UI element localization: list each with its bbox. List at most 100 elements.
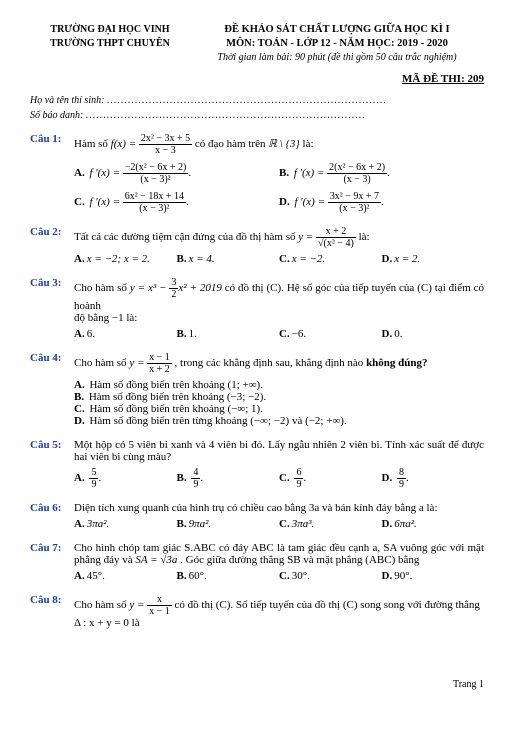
q2-C: C.x = −2. xyxy=(279,253,382,265)
school-name: TRƯỜNG THPT CHUYÊN xyxy=(30,38,190,49)
q6-C: C.3πa³. xyxy=(279,518,382,530)
q1-A-lhs: f '(x) = xyxy=(89,167,120,179)
q1-label: Câu 1: xyxy=(30,133,74,214)
q3-body: Cho hàm số y = x³ − 32x² + 2019 có đồ th… xyxy=(74,277,484,340)
q8-frac: x x − 1 xyxy=(147,594,172,617)
q5-An: 5 xyxy=(89,467,98,479)
q6-B: B.9πa². xyxy=(177,518,280,530)
q3-D: D.0. xyxy=(382,328,485,340)
q8-stem-b: có đồ thị (C). Số tiếp tuyến của đồ thị … xyxy=(175,599,480,611)
q2-body: Tất cả các đường tiệm cận đứng của đồ th… xyxy=(74,226,484,265)
q2-C-t: x = −2. xyxy=(292,253,325,265)
question-1: Câu 1: Hàm số f(x) = 2x² − 3x + 5 x − 3 … xyxy=(30,133,484,214)
q1-B: B. f '(x) = 2(x² − 6x + 2) (x − 3) . xyxy=(279,162,484,185)
q4-label: Câu 4: xyxy=(30,352,74,427)
q4-A: A. Hàm số đồng biến trên khoảng (1; +∞). xyxy=(74,379,484,391)
q3-B: B.1. xyxy=(177,328,280,340)
q1-B-lhs: f '(x) = xyxy=(294,167,325,179)
time-note: Thời gian làm bài: 90 phút (đề thi gồm 5… xyxy=(190,52,484,63)
q7-B: B.60°. xyxy=(177,570,280,582)
q4-stem-a: Cho hàm số xyxy=(74,357,129,369)
q3-stem-c: độ bằng −1 là: xyxy=(74,312,484,324)
q2-D: D.x = 2. xyxy=(382,253,485,265)
q5-label: Câu 5: xyxy=(30,439,74,490)
q3-y-b: x² + 2019 xyxy=(178,282,221,294)
q5-Bd: 9 xyxy=(191,479,200,490)
q2-A: A.x = −2; x = 2. xyxy=(74,253,177,265)
q4-frac: x − 1 x + 2 xyxy=(147,352,172,375)
q1-C-l: C. xyxy=(74,196,85,208)
q1-A-l: A. xyxy=(74,167,85,179)
q5-Cd: 9 xyxy=(294,479,303,490)
q1-A-d: (x − 3)² xyxy=(123,174,189,185)
q1-B-frac: 2(x² − 6x + 2) (x − 3) xyxy=(327,162,387,185)
q3-label: Câu 3: xyxy=(30,277,74,340)
q4-d: x + 2 xyxy=(147,364,172,375)
q7-Ct: 30°. xyxy=(292,570,310,582)
q6-At: 3πa². xyxy=(87,518,110,530)
q1-B-n: 2(x² − 6x + 2) xyxy=(327,162,387,174)
q3-C: C.−6. xyxy=(279,328,382,340)
q5-A: A. 59. xyxy=(74,467,177,490)
q7-D: D.90°. xyxy=(382,570,485,582)
q1-B-l: B. xyxy=(279,167,289,179)
q1-A-frac: −2(x² − 6x + 2) (x − 3)² xyxy=(123,162,189,185)
q1-set: ℝ \ {3} xyxy=(268,138,300,150)
q5-B: B. 49. xyxy=(177,467,280,490)
q2-B: B.x = 4. xyxy=(177,253,280,265)
exam-page: TRƯỜNG ĐẠI HỌC VINH TRƯỜNG THPT CHUYÊN Đ… xyxy=(0,0,514,700)
q1-D-n: 3x² − 9x + 7 xyxy=(328,191,381,203)
question-7: Câu 7: Cho hình chóp tam giác S.ABC có đ… xyxy=(30,542,484,582)
q2-label: Câu 2: xyxy=(30,226,74,265)
q1-stem-a: Hàm số xyxy=(74,138,111,150)
question-6: Câu 6: Diện tích xung quanh của hình trụ… xyxy=(30,502,484,530)
page-footer: Trang 1 xyxy=(453,679,484,690)
q3-y-a: y = x³ − xyxy=(130,282,170,294)
q2-D-t: x = 2. xyxy=(394,253,420,265)
q2-y-lhs: y = xyxy=(298,231,313,243)
q4-D-t: Hàm số đồng biến trên từng khoảng (−∞; −… xyxy=(89,415,346,427)
q7-At: 45°. xyxy=(87,570,105,582)
q1-C-n: 6x² − 18x + 14 xyxy=(123,191,186,203)
q1-fx-frac: 2x² − 3x + 5 x − 3 xyxy=(139,133,192,156)
q7-body: Cho hình chóp tam giác S.ABC có đáy ABC … xyxy=(74,542,484,582)
exam-title: ĐỀ KHẢO SÁT CHẤT LƯỢNG GIỮA HỌC KÌ I xyxy=(190,24,484,35)
q2-opts: A.x = −2; x = 2. B.x = 4. C.x = −2. D.x … xyxy=(74,253,484,265)
q8-d: x − 1 xyxy=(147,606,172,617)
q7-Dt: 90°. xyxy=(394,570,412,582)
q7-C: C.30°. xyxy=(279,570,382,582)
q1-C: C. f '(x) = 6x² − 18x + 14 (x − 3)² . xyxy=(74,191,279,214)
page-header: TRƯỜNG ĐẠI HỌC VINH TRƯỜNG THPT CHUYÊN Đ… xyxy=(30,24,484,63)
q1-D-frac: 3x² − 9x + 7 (x − 3)² xyxy=(328,191,381,214)
q7-sa: SA = √3a xyxy=(135,554,177,566)
q1-D-l: D. xyxy=(279,196,290,208)
q1-B-d: (x − 3) xyxy=(327,174,387,185)
q5-stem: Một hộp có 5 viên bi xanh và 4 viên bi đ… xyxy=(74,439,484,463)
q2-d: √(x² − 4) xyxy=(316,238,356,249)
question-8: Câu 8: Cho hàm số y = x x − 1 có đồ thị … xyxy=(30,594,484,629)
q2-n: x + 2 xyxy=(316,226,356,238)
q5-body: Một hộp có 5 viên bi xanh và 4 viên bi đ… xyxy=(74,439,484,490)
q8-label: Câu 8: xyxy=(30,594,74,629)
q4-D: D. Hàm số đồng biến trên từng khoảng (−∞… xyxy=(74,415,484,427)
q5-opts: A. 59. B. 49. C. 69. D. 89. xyxy=(74,467,484,490)
q1-fx-lhs: f(x) = xyxy=(111,138,136,150)
q6-body: Diện tích xung quanh của hình trụ có chi… xyxy=(74,502,484,530)
q5-Bn: 4 xyxy=(191,467,200,479)
q4-A-t: Hàm số đồng biến trên khoảng (1; +∞). xyxy=(89,379,263,391)
q3-B-t: 1. xyxy=(189,328,197,340)
q1-D: D. f '(x) = 3x² − 9x + 7 (x − 3)² . xyxy=(279,191,484,214)
q4-C-t: Hàm số đồng biến trên khoảng (−∞; 1). xyxy=(89,403,263,415)
q6-Bt: 9πa². xyxy=(189,518,212,530)
q8-stem-a: Cho hàm số xyxy=(74,599,129,611)
q3-A: A.6. xyxy=(74,328,177,340)
q4-C: C. Hàm số đồng biến trên khoảng (−∞; 1). xyxy=(74,403,484,415)
subject-line: MÔN: TOÁN - LỚP 12 - NĂM HỌC: 2019 - 202… xyxy=(190,38,484,49)
q1-stem-b: có đạo hàm trên xyxy=(195,138,268,150)
q1-body: Hàm số f(x) = 2x² − 3x + 5 x − 3 có đạo … xyxy=(74,133,484,214)
q1-D-lhs: f '(x) = xyxy=(294,196,325,208)
q1-C-d: (x − 3)² xyxy=(123,203,186,214)
q6-A: A.3πa². xyxy=(74,518,177,530)
q8-stem-c: Δ : x + y = 0 là xyxy=(74,617,484,629)
q2-stem-b: là: xyxy=(359,231,370,243)
